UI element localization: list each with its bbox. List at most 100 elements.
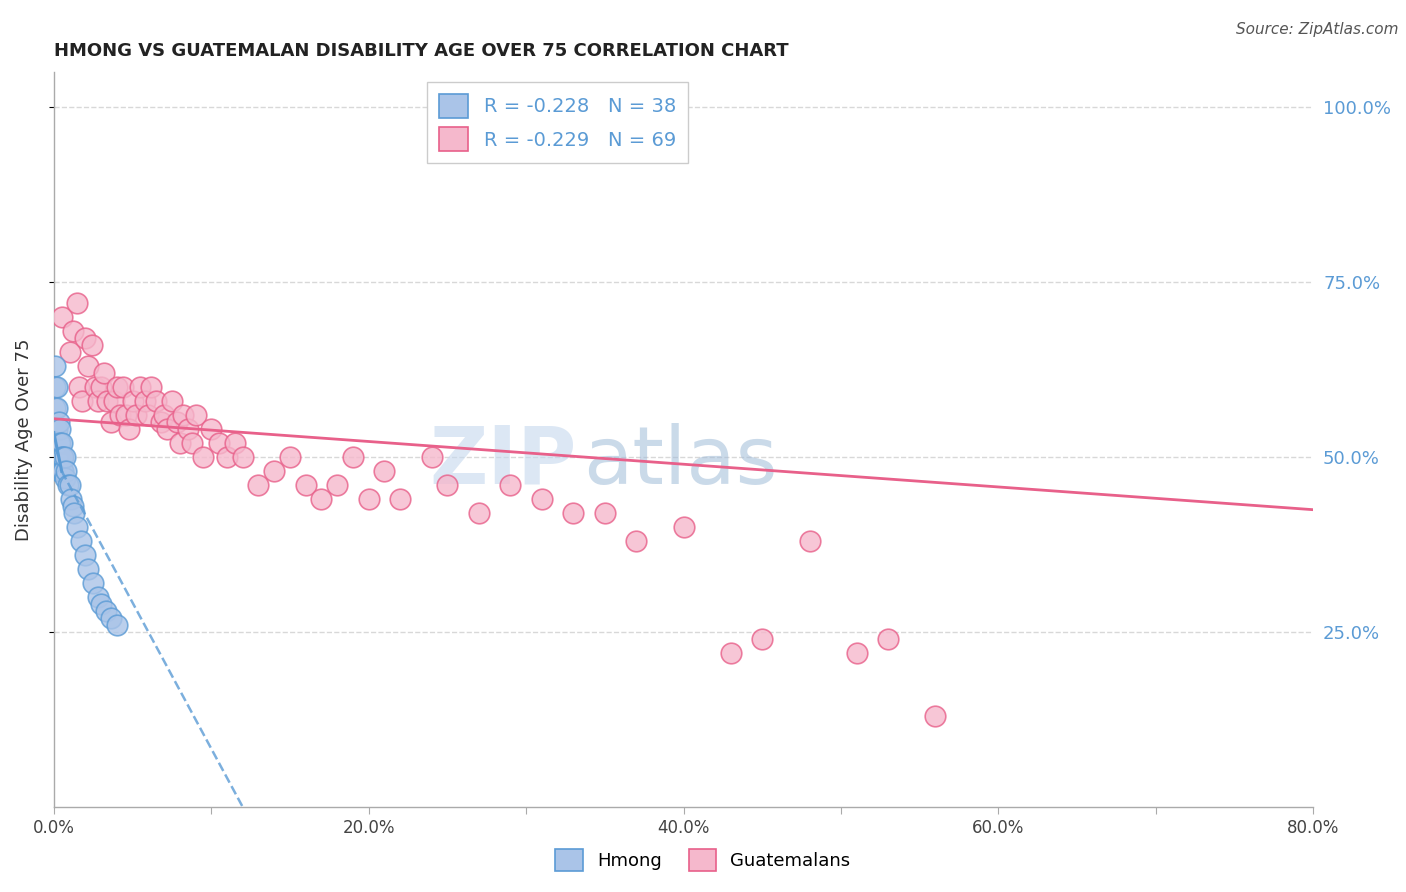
Point <box>53 471 76 485</box>
Point <box>58 345 80 359</box>
Point <box>751 632 773 647</box>
Point <box>184 409 207 423</box>
Point <box>118 422 141 436</box>
Point <box>60 492 83 507</box>
Point <box>172 409 194 423</box>
Point <box>100 611 122 625</box>
Point <box>200 422 222 436</box>
Point <box>48 436 70 450</box>
Point <box>55 464 77 478</box>
Point <box>924 709 946 723</box>
Point <box>90 597 112 611</box>
Point <box>100 415 122 429</box>
Point <box>373 464 395 478</box>
Point <box>121 394 143 409</box>
Point <box>46 401 69 416</box>
Point <box>105 618 128 632</box>
Point <box>166 415 188 429</box>
Point <box>672 520 695 534</box>
Point <box>530 492 553 507</box>
Point <box>149 415 172 429</box>
Point <box>357 492 380 507</box>
Point <box>115 409 138 423</box>
Point <box>562 506 585 520</box>
Point <box>160 394 183 409</box>
Point <box>720 646 742 660</box>
Point <box>51 450 73 465</box>
Point <box>66 520 89 534</box>
Point <box>96 394 118 409</box>
Point <box>83 380 105 394</box>
Point <box>69 534 91 549</box>
Point <box>77 562 100 576</box>
Point <box>108 409 131 423</box>
Legend: R = -0.228   N = 38, R = -0.229   N = 69: R = -0.228 N = 38, R = -0.229 N = 69 <box>427 82 688 162</box>
Point <box>799 534 821 549</box>
Point <box>125 409 148 423</box>
Legend: Hmong, Guatemalans: Hmong, Guatemalans <box>548 842 858 879</box>
Point <box>342 450 364 465</box>
Point <box>46 450 69 465</box>
Point <box>87 394 110 409</box>
Point <box>80 338 103 352</box>
Point <box>49 464 72 478</box>
Point <box>62 499 84 513</box>
Point <box>263 464 285 478</box>
Point <box>44 401 66 416</box>
Point <box>103 394 125 409</box>
Point <box>44 380 66 394</box>
Point <box>136 409 159 423</box>
Point <box>70 394 93 409</box>
Point <box>389 492 412 507</box>
Point <box>49 422 72 436</box>
Point <box>52 464 75 478</box>
Point <box>62 324 84 338</box>
Point <box>156 422 179 436</box>
Point <box>153 409 176 423</box>
Point <box>215 450 238 465</box>
Point <box>169 436 191 450</box>
Point <box>77 359 100 374</box>
Text: ZIP: ZIP <box>429 423 576 500</box>
Point <box>75 331 97 345</box>
Point <box>94 604 117 618</box>
Point <box>420 450 443 465</box>
Point <box>58 478 80 492</box>
Point <box>49 436 72 450</box>
Point <box>46 380 69 394</box>
Point <box>51 436 73 450</box>
Point <box>52 450 75 465</box>
Point <box>129 380 152 394</box>
Point <box>48 464 70 478</box>
Point <box>499 478 522 492</box>
Point <box>67 380 90 394</box>
Point <box>877 632 900 647</box>
Y-axis label: Disability Age Over 75: Disability Age Over 75 <box>15 338 32 541</box>
Point <box>93 366 115 380</box>
Point <box>436 478 458 492</box>
Text: HMONG VS GUATEMALAN DISABILITY AGE OVER 75 CORRELATION CHART: HMONG VS GUATEMALAN DISABILITY AGE OVER … <box>53 42 789 60</box>
Point <box>112 380 135 394</box>
Point <box>278 450 301 465</box>
Point <box>232 450 254 465</box>
Point <box>90 380 112 394</box>
Point <box>176 422 198 436</box>
Point <box>51 310 73 325</box>
Point <box>82 576 104 591</box>
Point <box>63 506 86 520</box>
Point <box>53 450 76 465</box>
Point <box>294 478 316 492</box>
Point <box>247 478 270 492</box>
Point <box>51 464 73 478</box>
Point <box>311 492 333 507</box>
Point <box>208 436 231 450</box>
Point <box>75 548 97 562</box>
Point <box>134 394 156 409</box>
Point <box>224 436 246 450</box>
Point <box>56 478 79 492</box>
Point <box>66 296 89 310</box>
Text: Source: ZipAtlas.com: Source: ZipAtlas.com <box>1236 22 1399 37</box>
Point <box>87 590 110 604</box>
Point <box>181 436 204 450</box>
Point <box>48 415 70 429</box>
